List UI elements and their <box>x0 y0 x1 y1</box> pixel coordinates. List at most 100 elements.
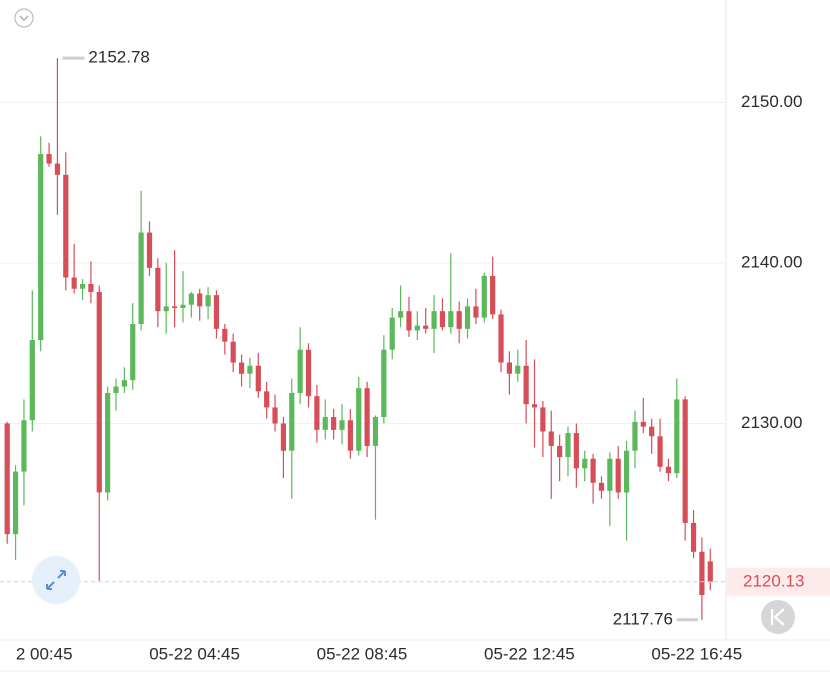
candle-body <box>565 433 571 458</box>
candle-body <box>674 399 680 474</box>
candle-body <box>473 306 479 318</box>
candle-body <box>481 275 487 318</box>
candle-body <box>222 328 228 342</box>
candle-body <box>238 362 245 374</box>
candle-body <box>155 267 161 312</box>
candle-body <box>38 153 44 341</box>
candle-body <box>582 458 588 469</box>
candle-body <box>88 283 94 292</box>
x-tick-label: 05-22 16:45 <box>651 644 742 663</box>
collapse-button[interactable] <box>14 8 34 28</box>
candle-body <box>607 458 613 491</box>
candle-body <box>172 306 178 308</box>
candle-body <box>12 471 19 535</box>
candle-body <box>598 482 605 491</box>
candle-body <box>456 311 462 329</box>
candle-body <box>448 311 454 328</box>
candle-body <box>213 295 220 329</box>
candle-body <box>331 417 337 430</box>
expand-button[interactable] <box>32 556 80 604</box>
x-tick-label: 05-22 12:45 <box>484 644 575 663</box>
candle-body <box>707 561 713 582</box>
candle-body <box>4 423 10 535</box>
candle-body <box>615 458 621 493</box>
last-price-label: 2120.13 <box>743 571 804 590</box>
candle-body <box>46 153 52 164</box>
candle-body <box>197 293 203 307</box>
x-tick-label: 2 00:45 <box>16 644 73 663</box>
x-tick-label: 05-22 08:45 <box>317 644 408 663</box>
candle-body <box>649 426 655 437</box>
candles <box>4 58 713 620</box>
y-tick-label: 2150.00 <box>741 92 802 111</box>
last-price-box <box>727 567 830 596</box>
candle-body <box>130 324 136 381</box>
candle-body <box>490 275 496 315</box>
candle-body <box>632 421 638 451</box>
candle-body <box>96 291 102 493</box>
candle-body <box>205 295 211 307</box>
candle-body <box>372 417 379 446</box>
y-tick-label: 2140.00 <box>741 253 802 272</box>
candle-body <box>113 386 119 393</box>
x-tick-label: 05-22 04:45 <box>149 644 240 663</box>
candle-body <box>280 423 287 451</box>
candle-body <box>623 450 630 493</box>
candle-body <box>339 420 345 430</box>
candle-body <box>188 293 194 305</box>
candle-body <box>79 283 86 289</box>
candle-body <box>557 445 563 458</box>
candle-body <box>515 365 521 374</box>
candle-body <box>347 420 353 451</box>
candle-body <box>105 392 111 493</box>
candle-body <box>264 391 270 408</box>
candle-body <box>640 421 646 427</box>
scroll-to-latest-button[interactable] <box>761 600 795 634</box>
max-label: 2152.78 <box>88 48 149 67</box>
candle-body <box>121 380 127 387</box>
candle-body <box>423 325 429 329</box>
candle-body <box>163 306 169 312</box>
candle-body <box>63 174 69 278</box>
candle-body <box>255 365 261 392</box>
candle-body <box>389 317 395 350</box>
candle-body <box>305 349 312 397</box>
candle-body <box>272 407 278 424</box>
candle-body <box>590 458 596 483</box>
candle-body <box>665 466 672 474</box>
candle-body <box>682 399 688 523</box>
candle-body <box>356 388 362 451</box>
candle-body <box>29 340 35 421</box>
candle-body <box>690 522 697 552</box>
candle-body <box>548 431 554 446</box>
candle-body <box>146 232 153 268</box>
candle-body <box>506 362 512 374</box>
candle-body <box>657 436 663 467</box>
min-label: 2117.76 <box>613 609 673 628</box>
candle-body <box>406 311 412 331</box>
candle-body <box>180 304 186 308</box>
candle-body <box>498 314 504 363</box>
candle-body <box>314 396 320 430</box>
candle-body <box>523 365 529 405</box>
candle-body <box>464 306 471 329</box>
candle-body <box>230 341 236 363</box>
candle-body <box>138 232 144 325</box>
candle-body <box>364 388 370 446</box>
candle-body <box>289 392 295 451</box>
candle-body <box>573 433 579 469</box>
y-tick-label: 2130.00 <box>741 413 802 432</box>
candle-body <box>71 277 77 289</box>
candle-body <box>322 417 328 430</box>
candle-body <box>381 349 387 418</box>
candle-body <box>439 311 446 328</box>
candle-body <box>414 325 420 331</box>
candle-body <box>397 311 404 318</box>
candle-body <box>21 420 27 472</box>
candle-body <box>297 349 303 393</box>
candle-body <box>699 551 705 596</box>
candle-body <box>540 407 546 432</box>
candle-body <box>431 311 437 329</box>
